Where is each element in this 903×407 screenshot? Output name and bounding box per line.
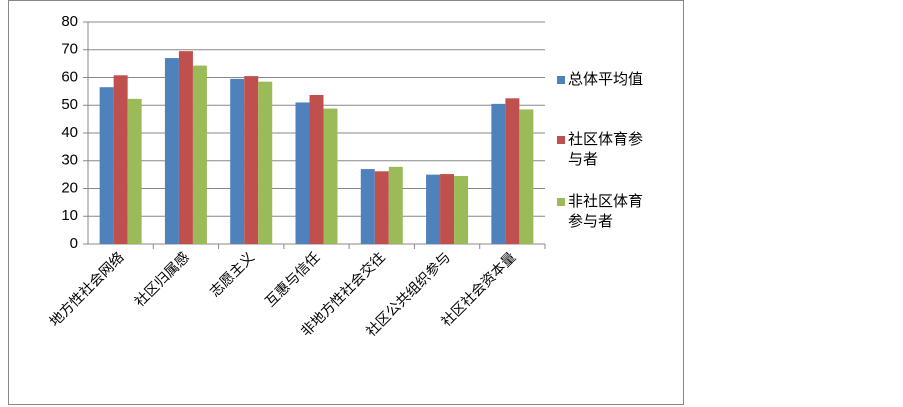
bar [192,65,207,244]
bar [426,174,441,244]
bar [178,51,193,245]
bar [440,174,455,244]
x-tick-label: 志愿主义 [207,250,258,301]
y-tick-label: 0 [70,235,78,252]
y-tick-label: 80 [61,13,78,30]
bar [505,98,520,244]
bar [164,58,179,245]
bar [360,169,375,244]
legend-item: 非社区体育参与者 [557,192,657,232]
y-tick-label: 20 [61,179,78,196]
legend-label: 社区体育参与者 [568,132,644,168]
x-tick-label: 互惠与信任 [263,250,324,311]
chart-frame [8,0,684,405]
legend-label: 非社区体育参与者 [568,194,644,230]
x-tick-label: 社区归属感 [131,249,193,311]
bar [309,94,324,244]
bar [113,75,128,244]
bar [244,76,259,244]
legend-label: 总体平均值 [568,72,644,88]
bar [491,103,506,244]
bar [454,176,469,244]
bar [374,171,389,244]
legend-item: 社区体育参与者 [557,130,657,170]
y-tick-label: 10 [61,207,78,224]
bar [258,81,273,244]
legend-swatch [557,76,565,84]
legend-swatch [557,136,565,144]
bar [127,98,142,245]
y-tick-label: 70 [61,41,78,58]
legend-item: 总体平均值 [557,70,657,90]
y-tick-label: 50 [61,96,78,113]
x-tick-label: 地方性社会网络 [47,250,128,331]
y-tick-label: 40 [61,124,78,141]
bar [388,166,403,244]
bar [295,102,310,244]
bar [323,108,338,244]
y-tick-label: 60 [61,68,78,85]
bar [99,87,114,245]
legend-swatch [557,198,565,206]
bar [519,109,534,244]
y-tick-label: 30 [61,152,78,169]
bar [230,78,245,244]
